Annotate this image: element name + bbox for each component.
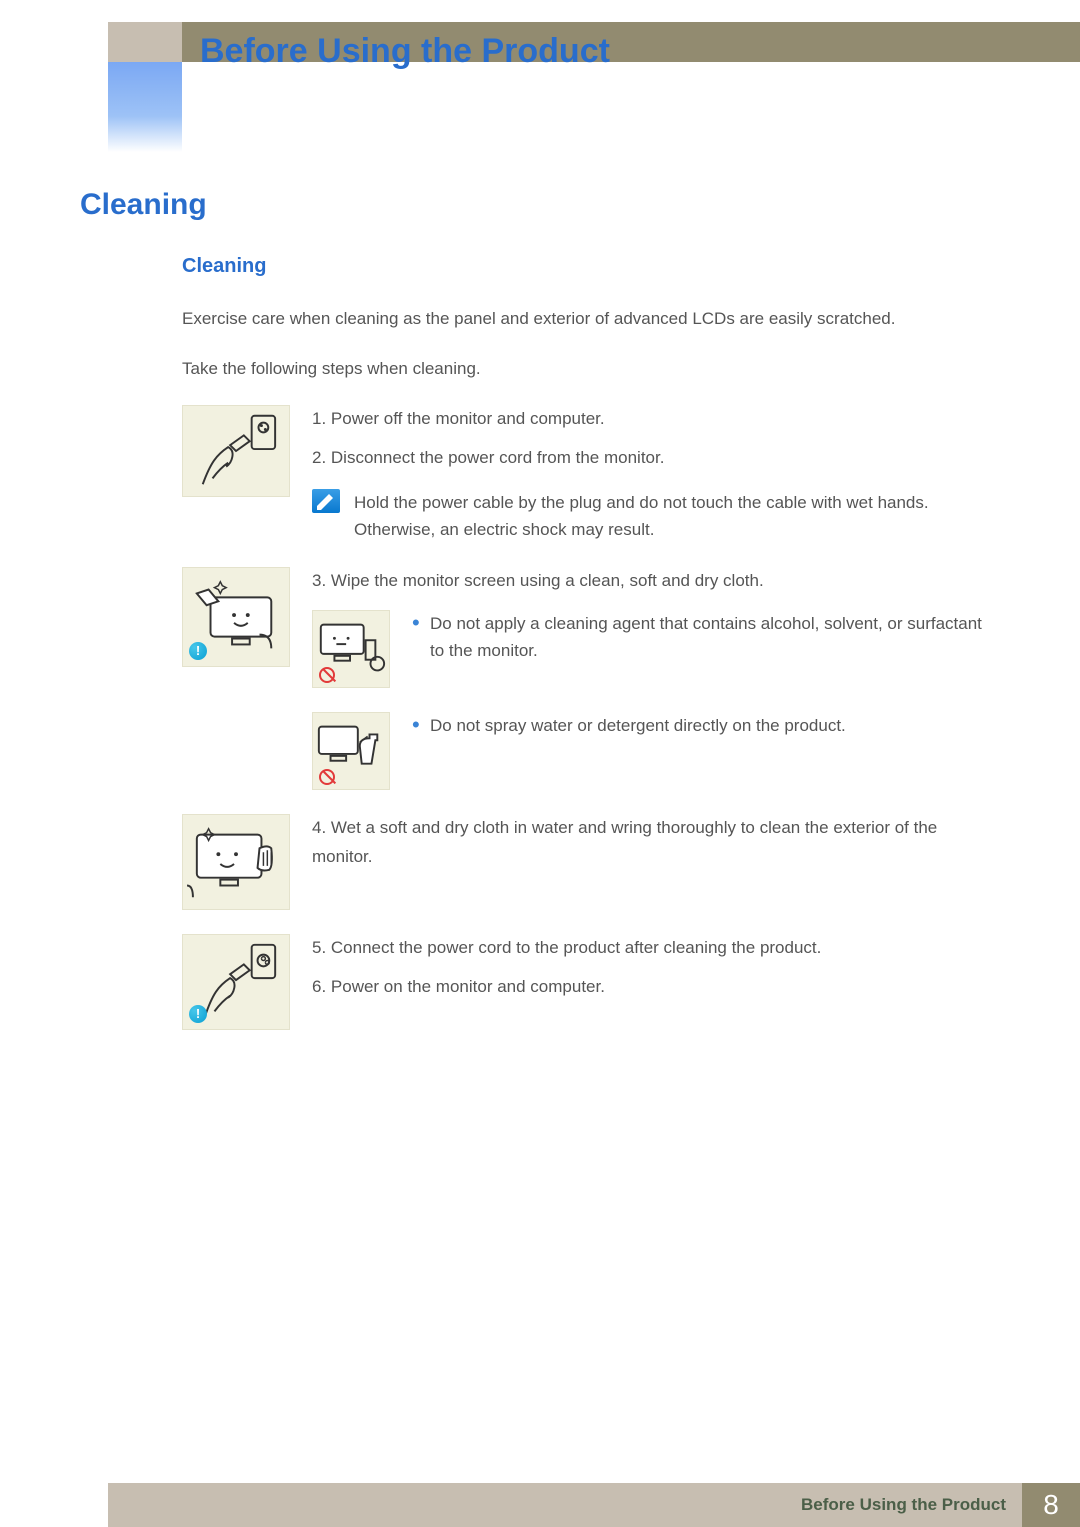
warn-2-bullets: Do not spray water or detergent directly… xyxy=(410,712,1000,790)
prohibited-icon xyxy=(319,769,335,785)
info-badge-icon: ! xyxy=(189,1005,207,1023)
step-1-note: Hold the power cable by the plug and do … xyxy=(312,489,1000,543)
step-1-line-1: 1. Power off the monitor and computer. xyxy=(312,405,1000,434)
step-3-warn-1-row: Do not apply a cleaning agent that conta… xyxy=(312,610,1000,688)
step-4-text: 4. Wet a soft and dry cloth in water and… xyxy=(312,814,1000,910)
step-1-illustration xyxy=(182,405,290,497)
warn-1-bullets: Do not apply a cleaning agent that conta… xyxy=(410,610,1000,688)
step-4-row: 4. Wet a soft and dry cloth in water and… xyxy=(182,814,1000,910)
header-accent-light xyxy=(108,22,182,62)
warn-2-text: Do not spray water or detergent directly… xyxy=(410,712,1000,739)
step-4-line-1: 4. Wet a soft and dry cloth in water and… xyxy=(312,814,1000,872)
step-5-illustration: ! xyxy=(182,934,290,1030)
sub-section-title: Cleaning xyxy=(182,255,1000,278)
section-title: Cleaning xyxy=(80,188,207,222)
step-1-row: 1. Power off the monitor and computer. 2… xyxy=(182,405,1000,543)
plug-hand-icon xyxy=(183,406,289,496)
header-blue-tab xyxy=(108,62,182,152)
step-3-warn-2-row: Do not spray water or detergent directly… xyxy=(312,712,1000,790)
step-3-text: 3. Wipe the monitor screen using a clean… xyxy=(312,567,1000,790)
wipe-exterior-icon xyxy=(183,815,289,909)
step-5-line-1: 5. Connect the power cord to the product… xyxy=(312,934,1000,963)
step-4-illustration xyxy=(182,814,290,910)
step-3-illustration: ! xyxy=(182,567,290,667)
step-5-line-2: 6. Power on the monitor and computer. xyxy=(312,973,1000,1002)
step-1-note-text: Hold the power cable by the plug and do … xyxy=(354,489,1000,543)
footer-chapter-label: Before Using the Product xyxy=(801,1495,1022,1515)
warn-2-illustration xyxy=(312,712,390,790)
footer-bar: Before Using the Product 8 xyxy=(108,1483,1080,1527)
step-1-text: 1. Power off the monitor and computer. 2… xyxy=(312,405,1000,543)
warn-1-text: Do not apply a cleaning agent that conta… xyxy=(410,610,1000,664)
intro-text-2: Take the following steps when cleaning. xyxy=(182,356,1000,382)
chapter-title: Before Using the Product xyxy=(200,32,610,71)
intro-text-1: Exercise care when cleaning as the panel… xyxy=(182,306,1000,332)
prohibited-icon xyxy=(319,667,335,683)
warn-1-illustration xyxy=(312,610,390,688)
content-area: Cleaning Exercise care when cleaning as … xyxy=(182,255,1000,1054)
step-3-row: ! 3. Wipe the monitor screen using a cle… xyxy=(182,567,1000,790)
step-5-text: 5. Connect the power cord to the product… xyxy=(312,934,1000,1030)
footer-page-number: 8 xyxy=(1022,1483,1080,1527)
note-icon xyxy=(312,489,340,513)
step-1-line-2: 2. Disconnect the power cord from the mo… xyxy=(312,444,1000,473)
step-5-row: ! 5. Connect the power cord to the produ… xyxy=(182,934,1000,1030)
step-3-line-1: 3. Wipe the monitor screen using a clean… xyxy=(312,567,1000,596)
